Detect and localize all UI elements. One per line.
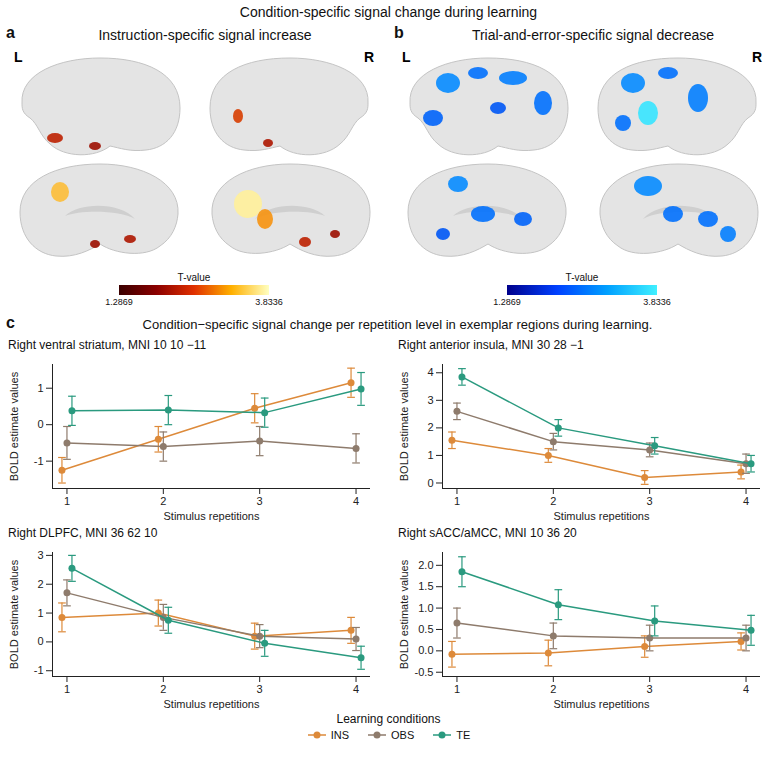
svg-text:BOLD estimate values: BOLD estimate values xyxy=(398,371,410,481)
svg-text:4: 4 xyxy=(353,495,359,507)
svg-text:Stimulus repetitions: Stimulus repetitions xyxy=(554,510,650,522)
svg-text:4: 4 xyxy=(743,683,749,695)
svg-text:1: 1 xyxy=(37,607,43,619)
svg-text:BOLD estimate values: BOLD estimate values xyxy=(8,371,20,481)
svg-text:-0.5: -0.5 xyxy=(415,666,434,678)
svg-text:3: 3 xyxy=(427,394,433,406)
svg-text:Stimulus repetitions: Stimulus repetitions xyxy=(554,698,650,710)
svg-text:2: 2 xyxy=(550,495,556,507)
html-text:Right ventral striatum, MNI 10: Right ventral striatum, MNI 10 10 −11 xyxy=(8,338,207,352)
svg-text:R: R xyxy=(752,49,762,65)
svg-text:2: 2 xyxy=(160,495,166,507)
svg-text:1: 1 xyxy=(454,683,460,695)
svg-text:0: 0 xyxy=(427,477,433,489)
svg-text:2: 2 xyxy=(37,578,43,590)
html-text:3.8336: 3.8336 xyxy=(643,297,671,307)
svg-text:R: R xyxy=(364,49,374,65)
svg-text:-1: -1 xyxy=(34,664,44,676)
svg-text:3: 3 xyxy=(257,683,263,695)
svg-text:2: 2 xyxy=(160,683,166,695)
html-text:c: c xyxy=(6,314,15,331)
svg-text:2: 2 xyxy=(550,683,556,695)
svg-text:-1: -1 xyxy=(34,455,44,467)
html-text:Right sACC/aMCC, MNI 10 36 20: Right sACC/aMCC, MNI 10 36 20 xyxy=(398,526,577,540)
html-text:Condition−specific signal chan: Condition−specific signal change per rep… xyxy=(142,317,653,332)
svg-text:4: 4 xyxy=(427,366,433,378)
svg-text:1: 1 xyxy=(64,495,70,507)
html-text:T-value: T-value xyxy=(565,272,599,283)
svg-text:L: L xyxy=(14,49,23,65)
svg-text:1.5: 1.5 xyxy=(418,580,433,592)
html-text:Right anterior insula, MNI 30: Right anterior insula, MNI 30 28 −1 xyxy=(398,338,584,352)
html-text:b: b xyxy=(394,24,404,41)
svg-text:BOLD estimate values: BOLD estimate values xyxy=(398,559,410,669)
svg-text:3: 3 xyxy=(37,549,43,561)
svg-text:Stimulus repetitions: Stimulus repetitions xyxy=(164,698,260,710)
svg-text:3: 3 xyxy=(257,495,263,507)
svg-text:2.0: 2.0 xyxy=(418,559,433,571)
html-text:a: a xyxy=(6,24,15,41)
html-text:Condition-specific signal chan: Condition-specific signal change during … xyxy=(239,4,538,20)
svg-text:3: 3 xyxy=(647,495,653,507)
html-text:OBS: OBS xyxy=(391,729,415,741)
html-text:3.8336: 3.8336 xyxy=(255,297,283,307)
svg-text:1: 1 xyxy=(37,382,43,394)
html-text:1.2869: 1.2869 xyxy=(105,297,133,307)
html-text:1.2869: 1.2869 xyxy=(493,297,521,307)
svg-text:4: 4 xyxy=(353,683,359,695)
html-text:Instruction-specific signal in: Instruction-specific signal increase xyxy=(98,27,312,43)
svg-text:3: 3 xyxy=(647,683,653,695)
svg-text:0.0: 0.0 xyxy=(418,644,433,656)
svg-text:2: 2 xyxy=(427,421,433,433)
svg-text:Stimulus repetitions: Stimulus repetitions xyxy=(164,510,260,522)
html-text:Learning conditions: Learning conditions xyxy=(336,712,441,726)
html-text:T-value: T-value xyxy=(177,272,211,283)
svg-text:1.0: 1.0 xyxy=(418,602,433,614)
html-text:INS: INS xyxy=(330,729,349,741)
html-text:TE: TE xyxy=(456,729,471,741)
svg-text:0: 0 xyxy=(37,635,43,647)
svg-text:1: 1 xyxy=(454,495,460,507)
svg-text:BOLD estimate values: BOLD estimate values xyxy=(8,559,20,669)
svg-text:L: L xyxy=(402,49,411,65)
svg-text:0: 0 xyxy=(37,418,43,430)
html-text:Trial-and-error-specific signa: Trial-and-error-specific signal decrease xyxy=(471,27,715,43)
svg-text:0.5: 0.5 xyxy=(418,623,433,635)
svg-text:4: 4 xyxy=(743,495,749,507)
svg-text:1: 1 xyxy=(427,449,433,461)
svg-text:1: 1 xyxy=(64,683,70,695)
html-text:Right DLPFC, MNI 36 62 10: Right DLPFC, MNI 36 62 10 xyxy=(8,526,158,540)
